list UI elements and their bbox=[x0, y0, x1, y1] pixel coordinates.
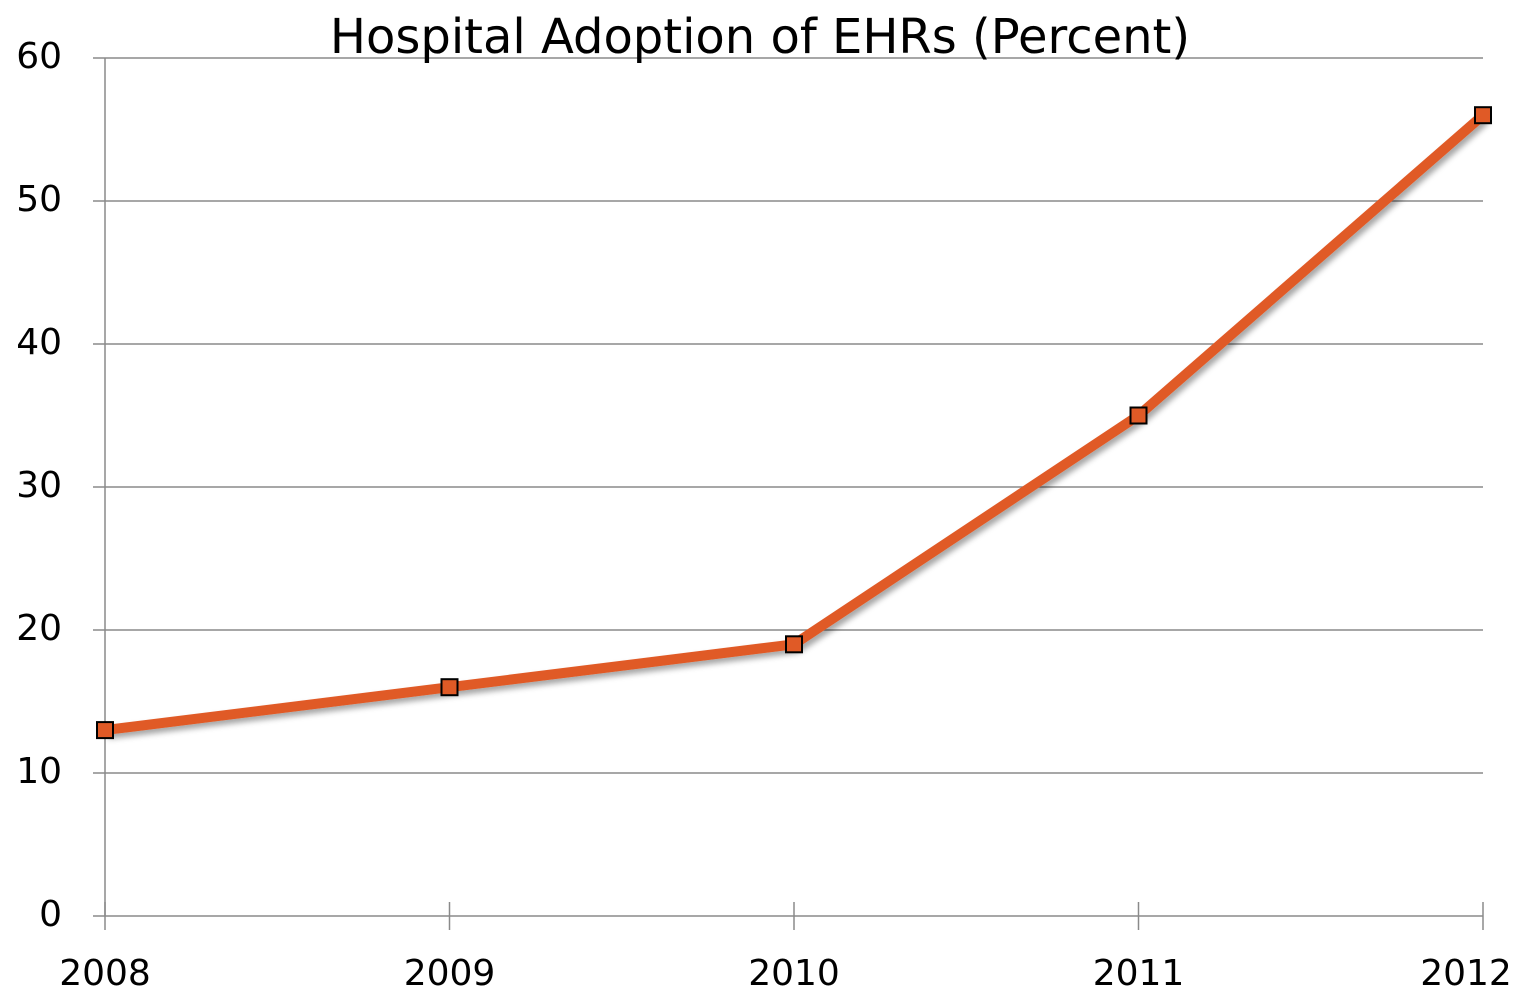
marker bbox=[1129, 406, 1148, 425]
y-tick-label: 40 bbox=[16, 322, 62, 363]
y-tick-label: 10 bbox=[16, 751, 62, 792]
x-tick-label: 2010 bbox=[748, 953, 840, 994]
marker bbox=[785, 635, 803, 654]
x-tick-label: 2012 bbox=[1420, 953, 1512, 994]
marker bbox=[1474, 106, 1492, 125]
y-tick-label: 0 bbox=[39, 894, 62, 935]
x-tick-label: 2011 bbox=[1093, 953, 1185, 994]
y-tick-label: 20 bbox=[16, 608, 62, 649]
plot bbox=[96, 106, 1492, 740]
marker bbox=[440, 678, 459, 697]
marker bbox=[96, 721, 114, 740]
chart-title: Hospital Adoption of EHRs (Percent) bbox=[330, 9, 1190, 65]
x-tick-label: 2009 bbox=[404, 953, 496, 994]
x-tick-label: 2008 bbox=[59, 953, 151, 994]
grid bbox=[93, 57, 1483, 917]
labels: 0 10 20 30 40 50 60 2008 2009 2010 2011 2012 bbox=[16, 36, 1512, 994]
y-tick-label: 60 bbox=[16, 36, 62, 77]
y-tick-label: 50 bbox=[16, 179, 62, 220]
axes bbox=[104, 58, 1484, 930]
y-tick-label: 30 bbox=[16, 465, 62, 506]
